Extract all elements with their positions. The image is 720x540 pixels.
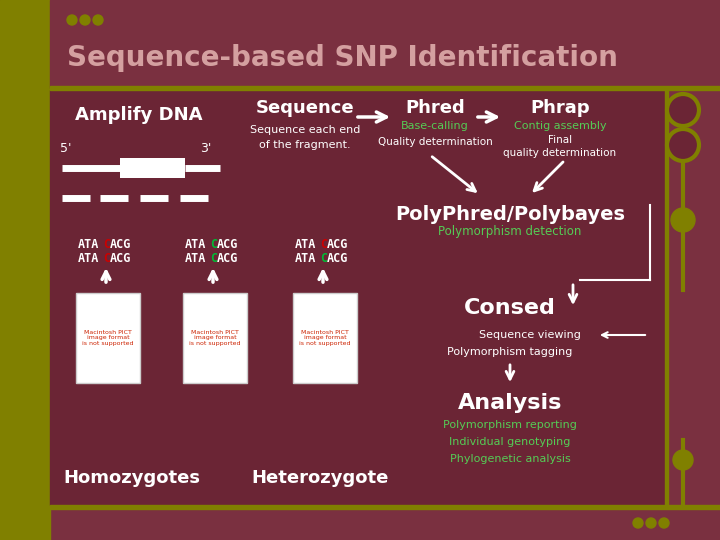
Text: ACG: ACG: [217, 252, 238, 265]
Text: ACG: ACG: [110, 239, 131, 252]
Text: C: C: [320, 239, 327, 252]
Text: 3': 3': [200, 141, 212, 154]
Circle shape: [673, 450, 693, 470]
Text: Contig assembly: Contig assembly: [513, 121, 606, 131]
Text: Sequence each end: Sequence each end: [250, 125, 360, 135]
Text: Heterozygote: Heterozygote: [251, 469, 389, 487]
Circle shape: [667, 94, 699, 126]
Bar: [50, 0, 720, 88]
Text: Analysis: Analysis: [458, 393, 562, 413]
Text: C: C: [210, 252, 217, 265]
Circle shape: [671, 208, 695, 232]
Text: Macintosh PICT
image format
is not supported: Macintosh PICT image format is not suppo…: [82, 330, 134, 346]
Text: Amplify DNA: Amplify DNA: [75, 106, 202, 124]
Circle shape: [633, 518, 643, 528]
Text: ACG: ACG: [327, 239, 348, 252]
Text: C: C: [103, 252, 110, 265]
Text: Phylogenetic analysis: Phylogenetic analysis: [449, 454, 570, 464]
Text: Individual genotyping: Individual genotyping: [449, 437, 571, 447]
Circle shape: [67, 15, 77, 25]
Text: ACG: ACG: [217, 239, 238, 252]
Text: Phred: Phred: [405, 99, 465, 117]
Text: ATA: ATA: [78, 252, 99, 265]
Text: 5': 5': [60, 141, 71, 154]
Text: Consed: Consed: [464, 298, 556, 318]
Text: Quality determination: Quality determination: [377, 137, 492, 147]
Text: Macintosh PICT
image format
is not supported: Macintosh PICT image format is not suppo…: [300, 330, 351, 346]
Text: Final: Final: [548, 135, 572, 145]
Circle shape: [646, 518, 656, 528]
Bar: [76, 293, 140, 383]
Circle shape: [659, 518, 669, 528]
Bar: [50, 90, 665, 505]
Text: PolyPhred/Polybayes: PolyPhred/Polybayes: [395, 206, 625, 225]
Text: Sequence-based SNP Identification: Sequence-based SNP Identification: [67, 44, 618, 72]
Text: of the fragment.: of the fragment.: [259, 140, 351, 150]
Text: ACG: ACG: [110, 252, 131, 265]
Circle shape: [80, 15, 90, 25]
Text: ATA: ATA: [295, 239, 316, 252]
Text: ATA: ATA: [78, 239, 99, 252]
Text: C: C: [320, 252, 327, 265]
Circle shape: [667, 129, 699, 161]
Text: C: C: [210, 239, 217, 252]
Text: Sequence viewing: Sequence viewing: [479, 330, 581, 340]
Text: ATA: ATA: [185, 252, 207, 265]
Bar: [0, 0, 50, 540]
Text: Macintosh PICT
image format
is not supported: Macintosh PICT image format is not suppo…: [189, 330, 240, 346]
Text: Base-calling: Base-calling: [401, 121, 469, 131]
Text: ATA: ATA: [295, 252, 316, 265]
Bar: [183, 293, 247, 383]
Text: ATA: ATA: [185, 239, 207, 252]
Text: ACG: ACG: [327, 252, 348, 265]
Bar: [293, 293, 357, 383]
Text: Polymorphism reporting: Polymorphism reporting: [443, 420, 577, 430]
Text: Phrap: Phrap: [530, 99, 590, 117]
Bar: [50, 86, 720, 90]
Text: C: C: [103, 239, 110, 252]
Text: Sequence: Sequence: [256, 99, 354, 117]
Text: Polymorphism tagging: Polymorphism tagging: [447, 347, 572, 357]
Bar: [50, 505, 720, 509]
Text: Homozygotes: Homozygotes: [63, 469, 200, 487]
Bar: [665, 90, 668, 505]
Text: Polymorphism detection: Polymorphism detection: [438, 226, 582, 239]
Text: quality determination: quality determination: [503, 148, 616, 158]
Circle shape: [93, 15, 103, 25]
Bar: [120, 158, 185, 178]
